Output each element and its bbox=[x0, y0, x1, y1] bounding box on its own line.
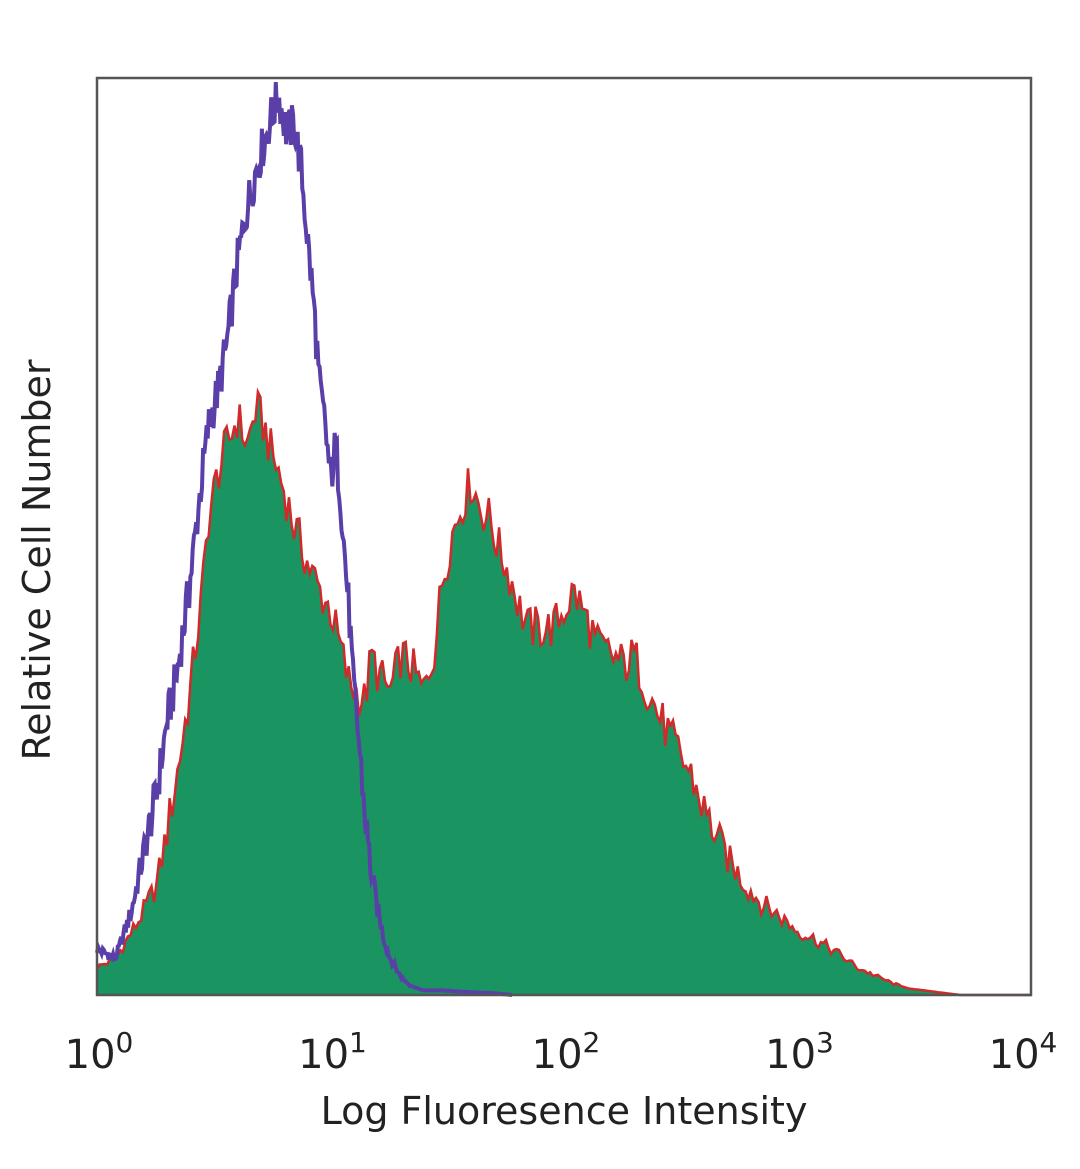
series-antibody-stained-fill bbox=[97, 392, 1031, 995]
series-layer bbox=[95, 82, 1031, 997]
x-tick-exponent: 0 bbox=[116, 1026, 134, 1059]
x-tick-exponent: 3 bbox=[816, 1026, 834, 1059]
x-axis-label: Log Fluoresence Intensity bbox=[321, 1089, 808, 1133]
plot-frame bbox=[95, 76, 1033, 997]
x-tick-base: 10 bbox=[989, 1032, 1040, 1078]
x-tick-label: 101 bbox=[298, 1026, 367, 1078]
x-tick-exponent: 1 bbox=[349, 1026, 367, 1059]
x-tick-base: 10 bbox=[765, 1032, 816, 1078]
x-tick-labels: 100 101 102 103 104 bbox=[65, 1026, 1058, 1078]
x-tick-base: 10 bbox=[532, 1032, 583, 1078]
series-antibody-stained-edge bbox=[95, 387, 1031, 997]
x-tick-base: 10 bbox=[298, 1032, 349, 1078]
x-tick-label: 100 bbox=[65, 1026, 134, 1078]
series-isotype-control-line bbox=[95, 82, 513, 997]
x-tick-exponent: 2 bbox=[583, 1026, 601, 1059]
x-tick-exponent: 4 bbox=[1040, 1026, 1058, 1059]
x-tick-label: 103 bbox=[765, 1026, 834, 1078]
x-tick-label: 102 bbox=[532, 1026, 601, 1078]
x-tick-label: 104 bbox=[989, 1026, 1058, 1078]
y-axis-label: Relative Cell Number bbox=[15, 359, 59, 760]
x-tick-base: 10 bbox=[65, 1032, 116, 1078]
